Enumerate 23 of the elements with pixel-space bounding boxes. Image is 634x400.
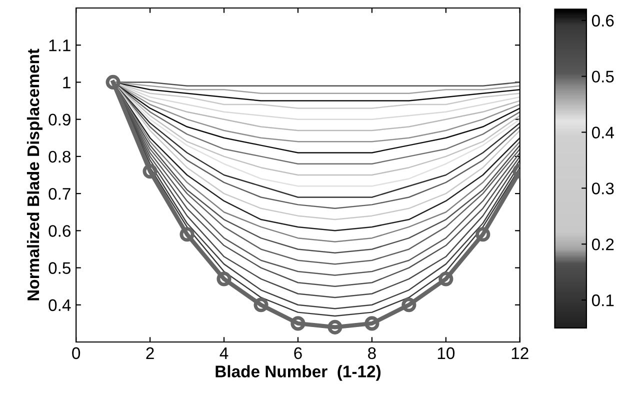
- y-tick-label: 0.4: [48, 299, 71, 312]
- x-tick-label: 2: [146, 347, 154, 359]
- color-bar-label: 0.1: [592, 294, 614, 306]
- y-tick-label: 0.6: [48, 225, 70, 237]
- x-tick-label: 12: [512, 347, 528, 359]
- color-bar-label: 0.6: [592, 14, 614, 27]
- x-axis-title: Blade Number (1-12): [216, 365, 381, 381]
- y-tick-label: 0.8: [48, 150, 70, 163]
- y-tick-label: 0.5: [48, 262, 71, 274]
- x-tick-label: 6: [294, 347, 302, 360]
- y-tick-label: 0.9: [48, 114, 70, 126]
- x-tick-label: 4: [220, 347, 228, 359]
- x-tick-label: 10: [438, 347, 455, 360]
- color-bar-label: 0.5: [592, 70, 614, 83]
- color-bar-label: 0.2: [592, 238, 614, 250]
- x-tick-label: 0: [72, 347, 80, 360]
- x-tick-label: 8: [368, 347, 376, 360]
- color-bar-label: 0.3: [592, 182, 614, 194]
- color-bar-label: 0.4: [592, 126, 614, 138]
- y-axis-title: Normalized Blade Displacement: [26, 48, 42, 300]
- y-tick-label: 1: [63, 76, 70, 88]
- y-tick-label: 0.7: [48, 188, 70, 200]
- y-tick-label: 1.1: [49, 40, 70, 52]
